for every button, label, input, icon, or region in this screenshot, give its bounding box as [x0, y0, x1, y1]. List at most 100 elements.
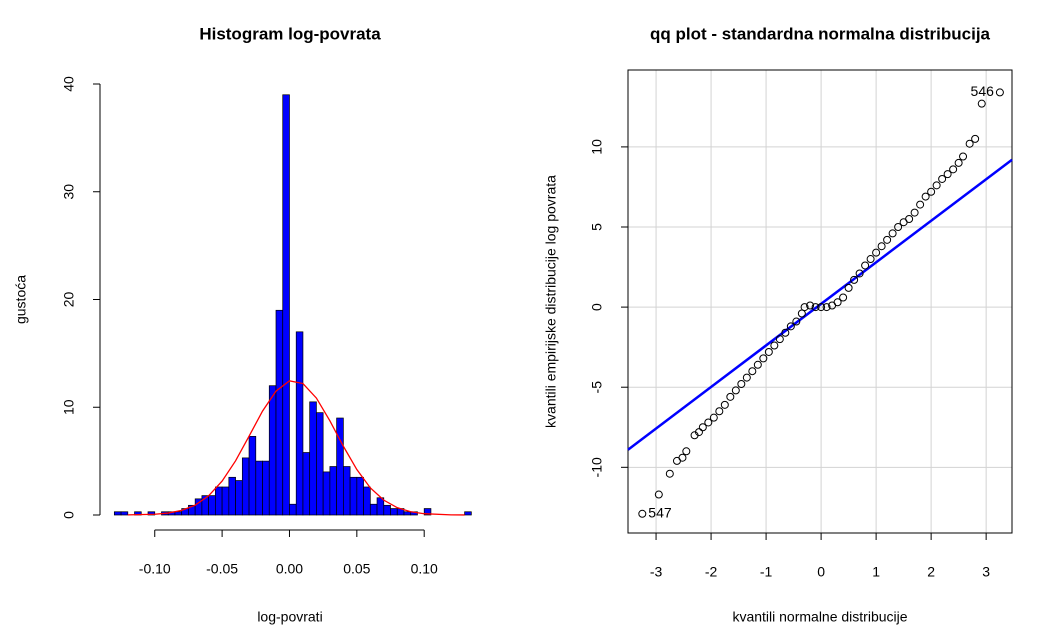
y-tick-label: -10	[589, 457, 605, 477]
x-tick-label: 0.10	[411, 561, 438, 577]
point	[954, 158, 963, 167]
point-annotation: 547	[648, 504, 672, 520]
y-tick-label: 5	[589, 223, 605, 231]
point	[811, 303, 820, 312]
x-tick-label: -3	[650, 564, 663, 580]
density-curve	[127, 380, 465, 516]
y-tick-label: 40	[61, 76, 77, 92]
bar	[289, 503, 297, 516]
point	[977, 99, 986, 108]
bar	[376, 497, 385, 516]
qq-line	[627, 158, 1013, 451]
point	[781, 328, 790, 337]
point	[839, 293, 848, 302]
point	[888, 229, 897, 238]
y-tick-label: 30	[61, 184, 77, 200]
point	[921, 192, 930, 201]
point	[682, 447, 691, 456]
bar	[208, 495, 216, 516]
bar	[316, 412, 324, 516]
point	[932, 181, 941, 190]
x-tick-label: -0.05	[206, 561, 238, 577]
bar	[309, 401, 317, 516]
bar	[241, 457, 250, 516]
x-axis-label: kvantili normalne distribucije	[732, 609, 907, 625]
point	[753, 360, 762, 369]
bar	[423, 508, 432, 516]
point	[894, 223, 903, 232]
bar	[235, 480, 243, 516]
bar	[174, 511, 183, 516]
point	[737, 380, 746, 389]
bar	[120, 511, 129, 516]
x-tick-label: -0.10	[139, 561, 171, 577]
x-tick-label: -2	[705, 564, 718, 580]
point	[770, 341, 779, 350]
point	[822, 303, 831, 312]
x-tick-label: 3	[982, 564, 990, 580]
point	[916, 200, 925, 209]
point	[949, 165, 958, 174]
bar	[390, 508, 398, 516]
point	[694, 428, 703, 437]
point	[786, 322, 795, 331]
bar	[356, 476, 364, 516]
bar	[228, 476, 236, 516]
point	[759, 354, 768, 363]
point	[995, 88, 1004, 97]
y-tick-label: -5	[589, 381, 605, 394]
point	[709, 413, 718, 422]
point	[817, 303, 826, 312]
x-tick-label: 0.05	[343, 561, 370, 577]
bar	[255, 460, 263, 516]
x-axis-label: log-povrati	[257, 609, 322, 625]
y-tick-label: 20	[61, 292, 77, 308]
point	[959, 152, 968, 161]
point	[861, 261, 870, 270]
point	[806, 301, 815, 310]
point	[866, 255, 875, 264]
bar	[329, 466, 337, 516]
bar	[403, 511, 412, 516]
point	[698, 423, 707, 432]
x-tick-label: 0	[817, 564, 825, 580]
point	[877, 242, 886, 251]
point	[938, 174, 947, 183]
point	[872, 248, 881, 257]
y-tick-label: 10	[589, 139, 605, 155]
point	[775, 335, 784, 344]
point	[704, 418, 713, 427]
point-annotation: 546	[971, 83, 995, 99]
bar	[282, 94, 290, 516]
point	[742, 373, 751, 382]
bar	[268, 385, 277, 516]
bar	[322, 471, 331, 516]
bar	[248, 435, 257, 516]
point	[715, 407, 724, 416]
bar	[336, 417, 344, 516]
bar	[349, 476, 358, 516]
bar	[464, 511, 472, 516]
x-tick-label: 0.00	[276, 561, 303, 577]
y-axis-label: kvantili empirijske distribucije log pov…	[543, 175, 559, 428]
point	[720, 400, 729, 409]
bar	[343, 466, 351, 516]
point	[764, 347, 773, 356]
point	[844, 283, 853, 292]
x-tick-label: -1	[760, 564, 773, 580]
point	[965, 139, 974, 148]
point	[850, 275, 859, 284]
bar	[221, 486, 230, 516]
point	[905, 214, 914, 223]
bar	[275, 309, 284, 516]
y-tick-label: 10	[61, 399, 77, 415]
point	[731, 386, 740, 395]
bar	[363, 486, 371, 516]
y-tick-label: 0	[589, 303, 605, 311]
point	[792, 317, 801, 326]
bar	[369, 503, 378, 516]
point	[726, 392, 735, 401]
bar	[113, 511, 122, 516]
bar	[383, 504, 391, 516]
